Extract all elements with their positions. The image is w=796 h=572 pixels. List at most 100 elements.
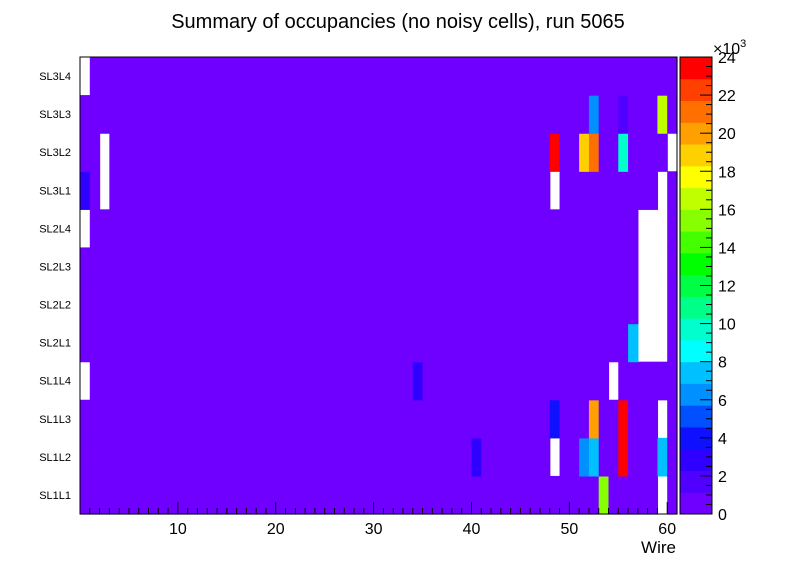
heatmap-cell [344,171,355,210]
heatmap-cell [530,399,541,439]
heatmap-cell [158,323,169,363]
heatmap-cell [393,285,404,325]
heatmap-cell [109,95,120,134]
heatmap-cell [226,57,238,96]
heatmap-cell [138,361,150,401]
heatmap-cell [314,361,326,401]
heatmap-cell [422,133,433,172]
heatmap-cell [99,437,110,477]
heatmap-cell [128,133,140,172]
heatmap-cell [197,247,208,287]
heatmap-cell [618,133,629,172]
heatmap-cell [109,133,120,172]
heatmap-cell [256,323,267,363]
heatmap-cell [207,475,218,515]
heatmap-cell [667,171,678,210]
heatmap-cell [442,399,453,439]
heatmap-cell [647,57,659,96]
colorbar-tick-label: 6 [718,393,727,410]
heatmap-cell [471,95,482,134]
heatmap-cell [354,171,365,210]
heatmap-cell [608,399,619,439]
heatmap-cell [579,95,590,134]
heatmap-cell [442,361,453,401]
heatmap-cell [383,437,394,477]
heatmap-cell [461,285,473,325]
heatmap-cell [432,209,443,249]
heatmap-cell [226,171,238,210]
colorbar-segment [680,470,712,493]
heatmap-cell [168,171,179,210]
heatmap-cell [80,475,91,515]
heatmap-cell [275,399,287,439]
heatmap-cell [148,247,159,287]
heatmap-cell [305,209,316,249]
heatmap-cell [295,209,306,249]
heatmap-cell [383,209,394,249]
colorbar-segment [680,426,712,450]
heatmap-cell [412,247,424,287]
heatmap-cell [246,209,257,249]
heatmap-cell [520,57,531,96]
heatmap-cell [530,57,541,96]
heatmap-cell [177,95,189,134]
heatmap-cell [265,171,277,210]
heatmap-cell [618,323,629,363]
heatmap-cell [471,57,482,96]
heatmap-cell [334,361,345,401]
heatmap-cell [471,133,482,172]
heatmap-cell [256,209,267,249]
heatmap-cell [363,285,375,325]
heatmap-cell [442,57,453,96]
heatmap-cell [324,133,336,172]
heatmap-cell [618,399,629,439]
heatmap-cell [461,247,473,287]
heatmap-cell [354,57,365,96]
heatmap-cell [402,133,414,172]
heatmap-cell [510,95,522,134]
heatmap-cell [158,399,169,439]
heatmap-cell [109,323,120,363]
heatmap-cell [363,475,375,515]
heatmap-cell [559,209,570,249]
heatmap-cell [285,475,296,515]
colorbar-segment [680,274,712,297]
heatmap-cell [520,133,531,172]
heatmap-cell [344,95,355,134]
heatmap-cell [363,209,375,249]
heatmap-cell [197,133,208,172]
heatmap-cell [119,171,130,210]
heatmap-cell [510,57,522,96]
heatmap-cell [148,361,159,401]
heatmap-cell [354,209,365,249]
heatmap-cell [314,247,326,287]
heatmap-cell [520,171,531,210]
colorbar-segment [680,492,712,515]
heatmap-cell [109,247,120,287]
heatmap-cell [158,247,169,287]
heatmap-cell [138,285,150,325]
heatmap-cell [275,323,287,363]
heatmap-cell [471,323,482,363]
heatmap-cell [177,57,189,96]
colorbar-tick-label: 22 [718,88,736,105]
heatmap-cell [217,209,228,249]
colorbar-tick-label: 4 [718,431,727,448]
heatmap-cell [530,323,541,363]
heatmap-cell [481,399,492,439]
heatmap-cell [217,171,228,210]
heatmap-cell [539,57,551,96]
heatmap-cell [256,133,267,172]
colorbar-segment [680,122,712,145]
heatmap-cell [667,247,678,287]
heatmap-cell [275,95,287,134]
heatmap-cell [402,247,414,287]
heatmap-cell [314,133,326,172]
heatmap-cell [637,171,649,210]
heatmap-cell [177,361,189,401]
heatmap-cell [80,95,91,134]
heatmap-cell [207,361,218,401]
colorbar-tick-label: 8 [718,355,727,372]
heatmap-cell [598,361,610,401]
heatmap-cell [393,95,404,134]
